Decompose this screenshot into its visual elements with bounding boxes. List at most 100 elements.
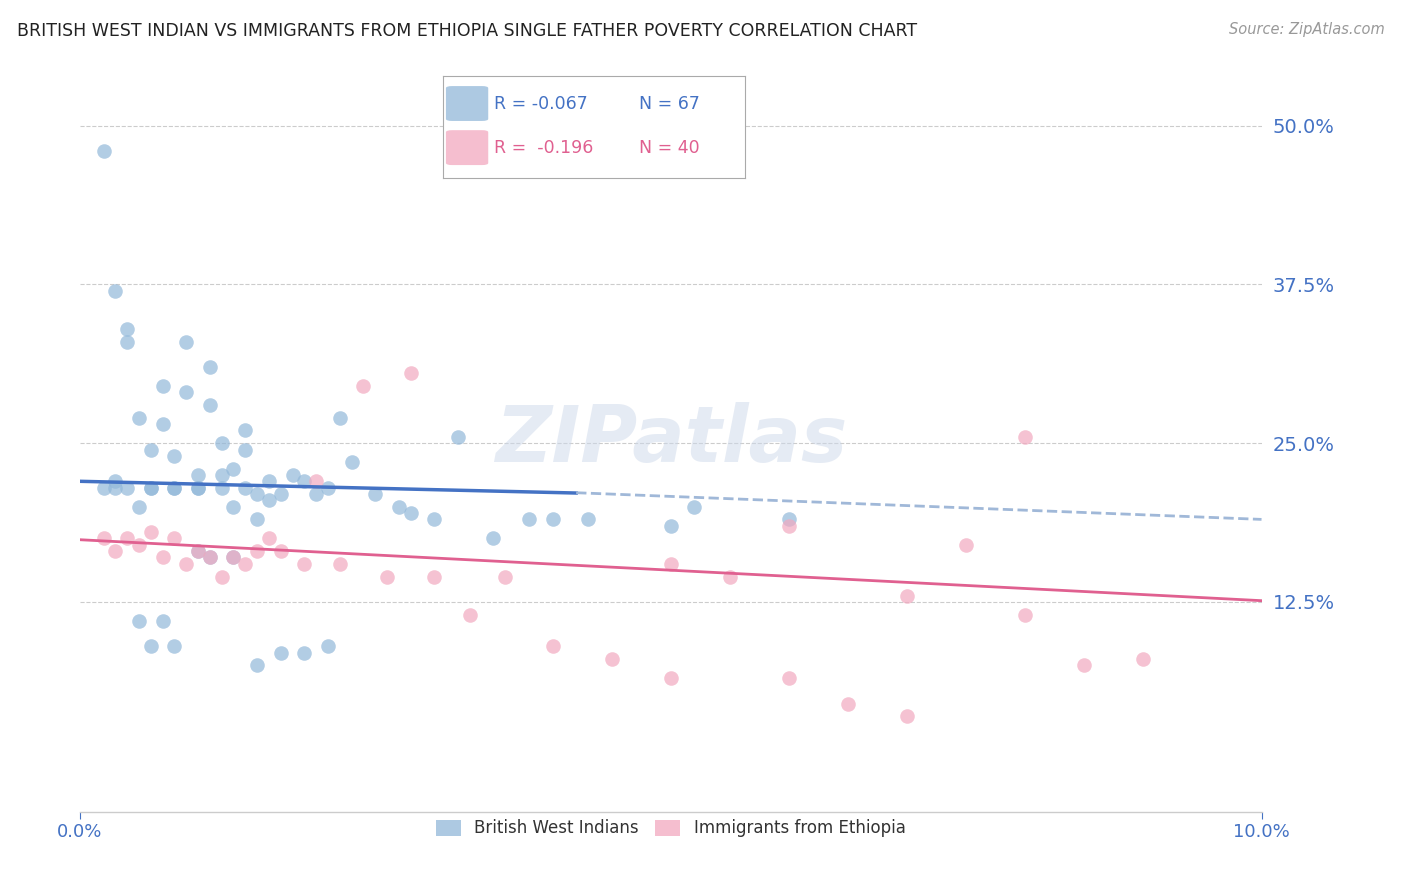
Point [896,589,918,603]
Point [93,144,115,158]
Point [139,481,162,495]
Point [316,640,339,654]
Point [211,569,233,583]
Point [329,410,352,425]
Text: N = 40: N = 40 [640,138,700,157]
Point [399,367,422,381]
FancyBboxPatch shape [446,87,488,121]
Point [388,500,411,514]
Point [139,525,162,540]
Point [541,512,564,526]
Point [152,614,174,628]
Point [152,417,174,431]
Point [104,544,127,558]
Point [198,550,221,565]
Point [211,481,233,495]
Point [174,334,197,349]
Text: R = -0.067: R = -0.067 [495,95,588,112]
Legend: British West Indians, Immigrants from Ethiopia: British West Indians, Immigrants from Et… [429,813,912,844]
Point [93,532,115,546]
Point [659,518,682,533]
Point [222,550,245,565]
Point [115,532,138,546]
Text: BRITISH WEST INDIAN VS IMMIGRANTS FROM ETHIOPIA SINGLE FATHER POVERTY CORRELATIO: BRITISH WEST INDIAN VS IMMIGRANTS FROM E… [17,22,917,40]
Point [600,652,623,666]
Point [152,550,174,565]
Point [292,557,315,571]
Point [683,500,706,514]
Point [233,442,256,457]
Point [329,557,352,571]
Point [659,557,682,571]
Point [233,424,256,438]
Point [270,544,292,558]
Point [246,544,269,558]
Point [305,487,328,501]
Point [257,493,280,508]
Point [163,481,186,495]
Point [139,640,162,654]
Point [718,569,741,583]
Point [778,512,800,526]
Point [152,379,174,393]
Point [353,379,375,393]
Point [115,481,138,495]
Point [233,481,256,495]
Point [163,640,186,654]
Point [198,550,221,565]
Point [541,640,564,654]
Point [115,334,138,349]
Point [257,532,280,546]
Point [896,709,918,723]
Point [174,385,197,400]
Point [292,475,315,489]
Point [316,481,339,495]
Text: Source: ZipAtlas.com: Source: ZipAtlas.com [1229,22,1385,37]
Point [128,500,150,514]
Point [163,481,186,495]
Point [837,697,859,711]
Point [305,475,328,489]
Point [104,475,127,489]
Point [246,512,269,526]
Point [778,671,800,685]
Text: N = 67: N = 67 [640,95,700,112]
Point [222,500,245,514]
Point [233,557,256,571]
Point [246,487,269,501]
Point [222,461,245,475]
Point [292,646,315,660]
Point [187,544,209,558]
Point [211,436,233,450]
Point [447,430,470,444]
Point [517,512,540,526]
Point [375,569,398,583]
Point [423,569,446,583]
Point [281,467,304,482]
Point [482,532,505,546]
Point [576,512,599,526]
Point [1014,607,1036,622]
Point [187,481,209,495]
Point [955,538,977,552]
Point [494,569,516,583]
Point [270,646,292,660]
Point [163,532,186,546]
Point [340,455,363,469]
Point [187,467,209,482]
Point [139,442,162,457]
Point [423,512,446,526]
Point [364,487,387,501]
Point [1132,652,1154,666]
Text: R =  -0.196: R = -0.196 [495,138,593,157]
Point [128,410,150,425]
Point [104,481,127,495]
Point [270,487,292,501]
Point [187,544,209,558]
Point [128,538,150,552]
Point [163,449,186,463]
Point [222,550,245,565]
Point [104,284,127,298]
Point [198,359,221,374]
FancyBboxPatch shape [446,130,488,165]
